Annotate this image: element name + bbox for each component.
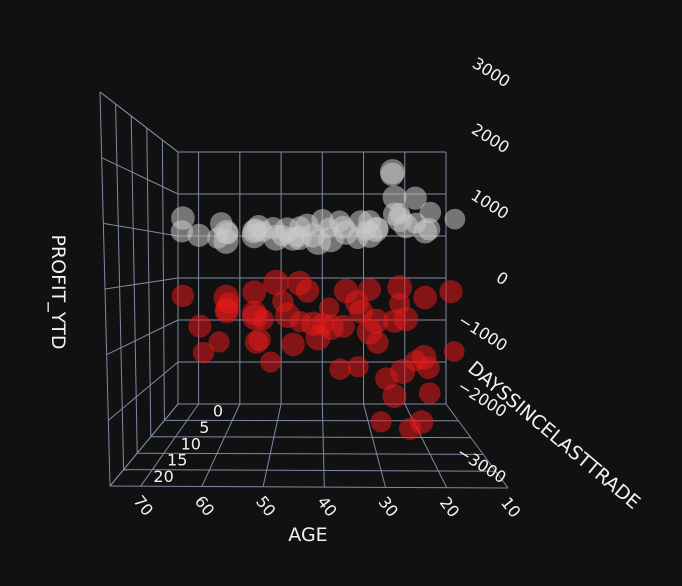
- data-points: [170, 159, 466, 440]
- side-wall-grid-line: [108, 361, 179, 421]
- scatter-point: [319, 297, 340, 318]
- z-tick-label: −3000: [454, 442, 510, 487]
- y-axis-title: DAYSSINCELASTTRADE: [463, 357, 644, 514]
- scatter-point: [370, 411, 392, 433]
- scatter-point: [171, 206, 195, 230]
- scatter-point: [208, 331, 230, 353]
- scatter-point: [387, 207, 413, 232]
- scatter-point: [347, 356, 369, 378]
- scatter-point: [213, 284, 239, 310]
- floor-grid-line: [123, 469, 496, 472]
- x-tick-label: 60: [191, 492, 219, 520]
- scatter-point: [274, 302, 301, 328]
- scatter-point: [382, 384, 407, 408]
- z-tick-label: 2000: [468, 120, 513, 158]
- side-wall-edge: [99, 91, 111, 487]
- y-tick-label: 0: [213, 402, 223, 421]
- y-tick-label: 5: [199, 418, 209, 437]
- scatter-point: [387, 275, 413, 300]
- scatter-point: [393, 306, 419, 332]
- scatter-point: [419, 201, 442, 224]
- z-axis-title: PROFIT_YTD: [47, 234, 69, 349]
- scatter-point: [356, 318, 383, 345]
- floor-grid-line: [321, 403, 325, 488]
- side-wall-edge: [99, 91, 179, 153]
- scatter-point: [379, 159, 406, 185]
- scatter-point: [329, 358, 351, 381]
- y-tick-label: 15: [167, 451, 187, 470]
- x-tick-label: 50: [252, 492, 280, 520]
- scatter-point: [187, 223, 211, 247]
- floor-grid-line: [363, 403, 387, 488]
- scatter-point: [213, 228, 239, 254]
- scatter-point: [439, 280, 463, 304]
- scatter-point: [188, 314, 212, 338]
- scatter-point: [287, 270, 312, 296]
- scatter-point: [413, 219, 438, 244]
- side-wall-grid-line: [104, 277, 179, 290]
- scatter-point: [260, 351, 282, 373]
- side-wall-grid-line: [103, 222, 179, 237]
- scatter-point: [403, 186, 427, 210]
- floor-grid-line: [262, 403, 282, 487]
- scatter-point: [333, 278, 359, 304]
- floor-grid-line: [201, 403, 241, 487]
- side-wall-grid-line: [106, 319, 179, 356]
- x-axis-title: AGE: [288, 524, 327, 546]
- x-tick-label: 40: [313, 493, 341, 521]
- x-tick-label: 10: [497, 494, 525, 522]
- scatter-point: [263, 269, 289, 296]
- y-tick-label: 20: [153, 467, 173, 486]
- scatter-point: [305, 229, 331, 255]
- floor-grid-line: [445, 403, 509, 489]
- scatter-point: [444, 208, 466, 230]
- side-wall-grid-line: [109, 403, 179, 487]
- scatter-point: [390, 359, 416, 385]
- scatter-point: [281, 332, 305, 357]
- x-tick-label: 70: [130, 492, 158, 520]
- scatter-point: [413, 285, 437, 310]
- scatter-point: [242, 280, 267, 305]
- z-tick-label: 0: [493, 268, 512, 290]
- scatter-point: [263, 224, 289, 251]
- y-tick-label: 10: [181, 434, 201, 453]
- scatter-point: [418, 382, 441, 404]
- scatter-point: [244, 330, 268, 354]
- scatter-point: [409, 410, 434, 434]
- scatter-point: [356, 222, 383, 248]
- scatter-point: [318, 314, 344, 341]
- scatter-point: [241, 223, 267, 249]
- z-tick-label: 3000: [469, 54, 514, 92]
- floor-grid-line: [140, 403, 200, 487]
- z-tick-label: 1000: [468, 186, 513, 224]
- scatter-point: [411, 345, 437, 370]
- x-tick-label: 20: [436, 493, 464, 521]
- scatter-point: [171, 284, 195, 308]
- side-wall-grid-line: [101, 157, 179, 195]
- x-tick-label: 30: [375, 493, 403, 521]
- scatter-point: [382, 185, 407, 210]
- scatter-point: [443, 341, 465, 362]
- scatter-point: [192, 341, 215, 364]
- floor-edge: [109, 485, 509, 489]
- scatter-point: [242, 304, 268, 330]
- floor-grid-line: [150, 436, 471, 439]
- floor-grid-line: [137, 452, 484, 455]
